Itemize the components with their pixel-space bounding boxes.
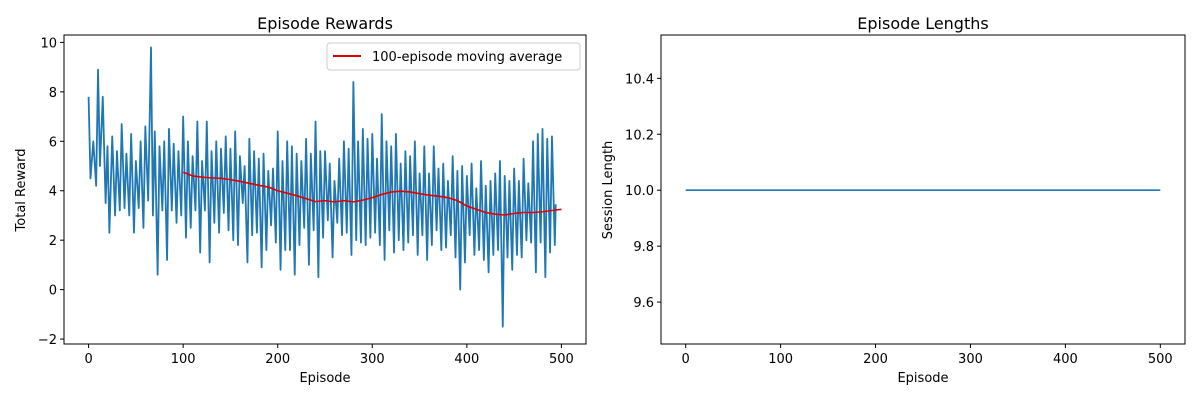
lengths-panel: Episode Lengths 0 100 200 300 400 500 9.6 9.8 10… (601, 14, 1186, 386)
rewards-moving-average-line (182, 171, 562, 216)
lengths-axes-frame (660, 34, 1186, 345)
rewards-x-tick-label: 100 (171, 352, 196, 367)
lengths-y-tick-label: 10.2 (625, 128, 654, 143)
lengths-x-tick-label: 500 (1148, 352, 1173, 367)
rewards-axes-frame (63, 34, 587, 345)
rewards-x-label: Episode (299, 371, 350, 386)
lengths-y-tick-label: 9.8 (633, 240, 654, 255)
rewards-y-tick-label: 2 (49, 234, 57, 249)
rewards-plot-area (87, 46, 562, 328)
rewards-y-tick-label: 4 (49, 185, 57, 200)
lengths-title: Episode Lengths (857, 14, 988, 33)
legend-box (326, 42, 581, 71)
lengths-y-tick-label: 10.0 (625, 184, 654, 199)
rewards-y-tick-label: 8 (49, 86, 57, 101)
rewards-x-tick-label: 500 (549, 352, 574, 367)
rewards-x-tick-label: 0 (84, 352, 92, 367)
rewards-x-tick-label: 200 (265, 352, 290, 367)
rewards-x-tick-label: 400 (454, 352, 479, 367)
lengths-y-tick-label: 9.6 (633, 296, 654, 311)
legend: 100-episode moving average (326, 42, 581, 71)
rewards-ticks: 0 100 200 300 400 500 −2 0 2 4 6 8 10 (38, 36, 574, 367)
rewards-title: Episode Rewards (257, 14, 393, 33)
rewards-raw-line (87, 46, 557, 328)
lengths-x-tick-label: 100 (768, 352, 793, 367)
rewards-y-tick-label: −2 (38, 333, 57, 348)
rewards-panel: Episode Rewards 0 100 200 300 400 500 −2 0 2 4 6 8 1… (14, 14, 587, 386)
lengths-x-tick-label: 200 (863, 352, 888, 367)
rewards-y-tick-label: 0 (49, 284, 57, 299)
lengths-ticks: 0 100 200 300 400 500 9.6 9.8 10.0 10.2 10.4 (625, 72, 1173, 367)
rewards-y-tick-label: 10 (40, 36, 57, 51)
rewards-y-label: Total Reward (14, 149, 29, 233)
lengths-x-label: Episode (897, 371, 948, 386)
lengths-y-tick-label: 10.4 (625, 72, 654, 87)
lengths-x-tick-label: 0 (682, 352, 690, 367)
lengths-x-tick-label: 400 (1053, 352, 1078, 367)
lengths-y-label: Session Length (601, 141, 616, 240)
legend-label-moving-average: 100-episode moving average (372, 50, 562, 65)
rewards-x-tick-label: 300 (360, 352, 385, 367)
rewards-y-tick-label: 6 (49, 135, 57, 150)
lengths-x-tick-label: 300 (958, 352, 983, 367)
